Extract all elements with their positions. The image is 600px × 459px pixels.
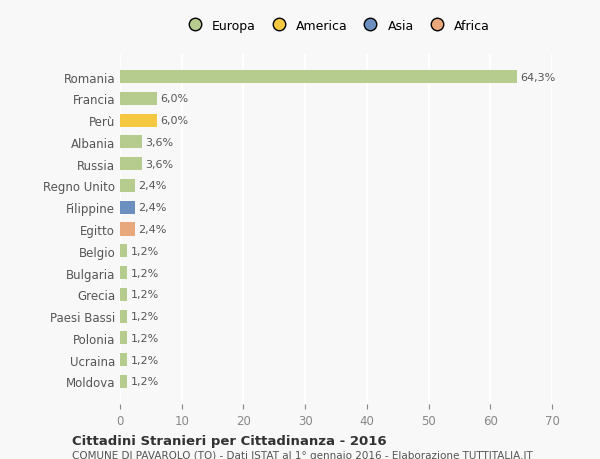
Bar xyxy=(120,245,127,258)
Bar xyxy=(120,331,127,345)
Text: 1,2%: 1,2% xyxy=(130,246,159,256)
Text: 6,0%: 6,0% xyxy=(160,116,188,126)
Bar xyxy=(120,71,517,84)
Bar xyxy=(120,93,157,106)
Bar xyxy=(120,201,135,214)
Bar xyxy=(120,353,127,366)
Bar xyxy=(120,179,135,193)
Bar xyxy=(120,288,127,301)
Text: 3,6%: 3,6% xyxy=(145,138,173,148)
Text: 64,3%: 64,3% xyxy=(520,73,555,83)
Bar xyxy=(120,375,127,388)
Text: 1,2%: 1,2% xyxy=(130,355,159,365)
Text: 3,6%: 3,6% xyxy=(145,159,173,169)
Bar xyxy=(120,310,127,323)
Text: Cittadini Stranieri per Cittadinanza - 2016: Cittadini Stranieri per Cittadinanza - 2… xyxy=(72,434,386,447)
Text: 2,4%: 2,4% xyxy=(138,224,166,235)
Text: 1,2%: 1,2% xyxy=(130,311,159,321)
Bar xyxy=(120,158,142,171)
Text: 1,2%: 1,2% xyxy=(130,376,159,386)
Bar xyxy=(120,223,135,236)
Text: COMUNE DI PAVAROLO (TO) - Dati ISTAT al 1° gennaio 2016 - Elaborazione TUTTITALI: COMUNE DI PAVAROLO (TO) - Dati ISTAT al … xyxy=(72,450,533,459)
Text: 2,4%: 2,4% xyxy=(138,181,166,191)
Bar xyxy=(120,136,142,149)
Text: 6,0%: 6,0% xyxy=(160,94,188,104)
Text: 1,2%: 1,2% xyxy=(130,333,159,343)
Text: 1,2%: 1,2% xyxy=(130,290,159,300)
Text: 1,2%: 1,2% xyxy=(130,268,159,278)
Text: 2,4%: 2,4% xyxy=(138,203,166,213)
Bar xyxy=(120,114,157,128)
Legend: Europa, America, Asia, Africa: Europa, America, Asia, Africa xyxy=(178,16,494,36)
Bar xyxy=(120,266,127,280)
